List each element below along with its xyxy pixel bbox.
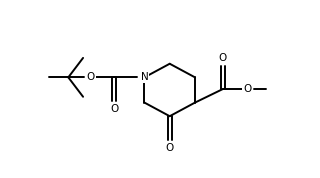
- Text: O: O: [165, 143, 174, 153]
- Text: O: O: [219, 53, 227, 63]
- Text: N: N: [140, 72, 148, 82]
- Text: O: O: [243, 84, 251, 94]
- Text: O: O: [87, 72, 95, 82]
- Text: O: O: [110, 104, 118, 114]
